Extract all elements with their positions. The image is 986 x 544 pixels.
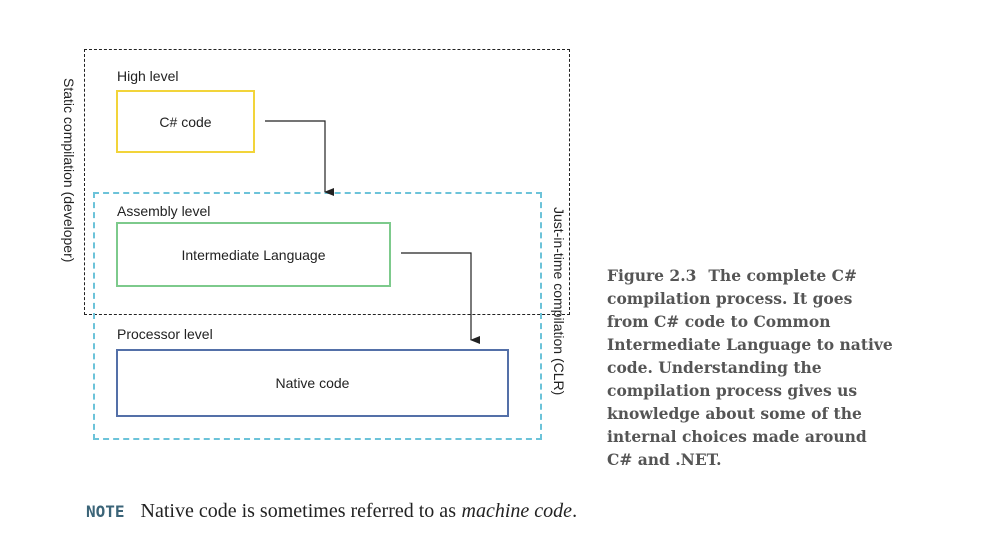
note-end: . <box>572 500 578 522</box>
figure-caption: Figure 2.3 The complete C# compilation pr… <box>607 264 897 471</box>
static-compilation-label: Static compilation (developer) <box>61 78 77 263</box>
note-text: Native code is sometimes referred to as <box>140 500 456 522</box>
processor-level-label: Processor level <box>117 326 213 342</box>
figure-number: Figure 2.3 <box>607 266 697 285</box>
intermediate-language-label: Intermediate Language <box>181 246 326 263</box>
intermediate-language-box: Intermediate Language <box>116 222 391 287</box>
jit-compilation-region <box>93 192 542 440</box>
note-tag: NOTE <box>86 502 125 521</box>
figure-caption-text: The complete C# compilation process. It … <box>607 266 893 469</box>
high-level-label: High level <box>117 68 179 84</box>
native-code-label: Native code <box>275 375 350 391</box>
static-compilation-region <box>84 49 570 315</box>
note: NOTE Native code is sometimes referred to… <box>86 500 577 523</box>
csharp-code-box: C# code <box>116 90 255 153</box>
jit-compilation-label: Just-in-time compilation (CLR) <box>551 207 567 396</box>
note-emphasis: machine code <box>461 500 573 522</box>
csharp-code-label: C# code <box>159 113 212 130</box>
native-code-box: Native code <box>116 349 509 417</box>
assembly-level-label: Assembly level <box>117 203 211 219</box>
